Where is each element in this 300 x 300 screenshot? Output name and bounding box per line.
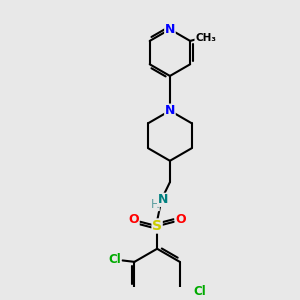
Text: Cl: Cl: [108, 253, 121, 266]
Text: N: N: [158, 193, 168, 206]
Text: O: O: [175, 213, 186, 226]
Text: CH₃: CH₃: [195, 33, 216, 43]
Text: Cl: Cl: [194, 285, 206, 298]
Text: O: O: [128, 213, 139, 226]
Text: S: S: [152, 219, 162, 233]
Text: H: H: [151, 198, 159, 211]
Text: N: N: [165, 23, 175, 36]
Text: N: N: [165, 104, 175, 117]
